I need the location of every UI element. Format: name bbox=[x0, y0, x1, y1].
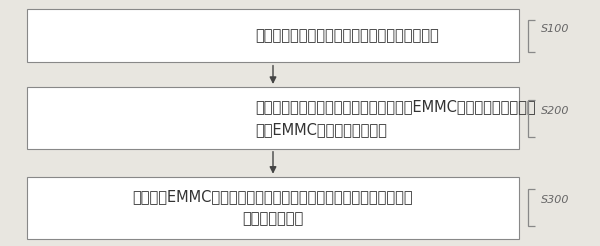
Text: S100: S100 bbox=[541, 24, 570, 34]
Text: 当需安全删除时，将所述删除消息指示的EMMC的待删除数据的地址
放入EMMC的未映射设备空间: 当需安全删除时，将所述删除消息指示的EMMC的待删除数据的地址 放入EMMC的未… bbox=[255, 99, 536, 137]
Text: 清除所述EMMC的未映射设备空间内的所述待删除数据的地址，以实
现数据安全删除: 清除所述EMMC的未映射设备空间内的所述待删除数据的地址，以实 现数据安全删除 bbox=[133, 189, 413, 227]
Text: 接收到删除消息时，判断是否需要进行安全删除: 接收到删除消息时，判断是否需要进行安全删除 bbox=[255, 28, 439, 43]
FancyBboxPatch shape bbox=[27, 177, 519, 239]
FancyBboxPatch shape bbox=[27, 9, 519, 62]
FancyBboxPatch shape bbox=[27, 87, 519, 149]
Text: S300: S300 bbox=[541, 196, 570, 205]
Text: S200: S200 bbox=[541, 106, 570, 116]
